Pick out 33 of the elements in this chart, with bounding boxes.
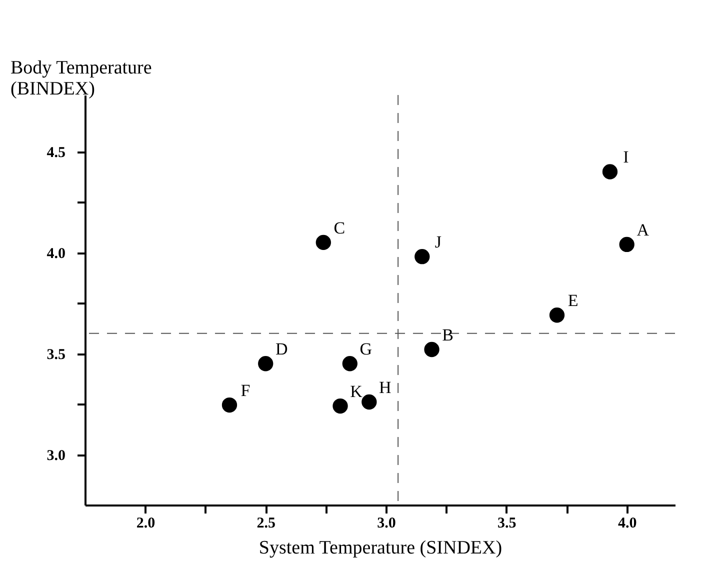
- point: [424, 342, 440, 358]
- annotation: E: [568, 291, 578, 310]
- y-tick-label: 3.0: [46, 448, 66, 464]
- point: [332, 398, 348, 414]
- x-tick-label: 2.5: [256, 516, 276, 532]
- annotation: K: [350, 382, 364, 402]
- point: [362, 394, 377, 410]
- point: [414, 249, 430, 264]
- x-tick-label: 2.0: [136, 516, 156, 532]
- x-tick-label: 3.0: [377, 516, 396, 532]
- annotation: H: [379, 378, 392, 397]
- x-tick-label: 3.5: [498, 516, 516, 532]
- y-tick-label: 3.5: [46, 347, 66, 364]
- point: [316, 234, 331, 250]
- point: [258, 356, 274, 372]
- y-tick-label: 4.5: [46, 145, 66, 162]
- x-axis-title: System Temperature (SINDEX): [258, 538, 502, 558]
- y-axis-title: Body Temperature (BINDEX): [10, 58, 152, 100]
- annotation: C: [334, 218, 346, 238]
- annotation: G: [360, 340, 372, 359]
- point: [342, 356, 358, 372]
- point: [602, 164, 618, 180]
- y-tick-label: 4.0: [46, 246, 66, 262]
- x-tick-label: 4.0: [618, 516, 637, 532]
- annotation: F: [240, 381, 250, 400]
- annotation: I: [623, 148, 630, 167]
- annotation: A: [636, 220, 650, 240]
- point: [549, 308, 565, 323]
- annotation: B: [442, 325, 454, 344]
- annotation: J: [434, 232, 442, 252]
- point: [619, 236, 634, 252]
- annotation: D: [275, 340, 288, 359]
- point: [222, 397, 238, 413]
